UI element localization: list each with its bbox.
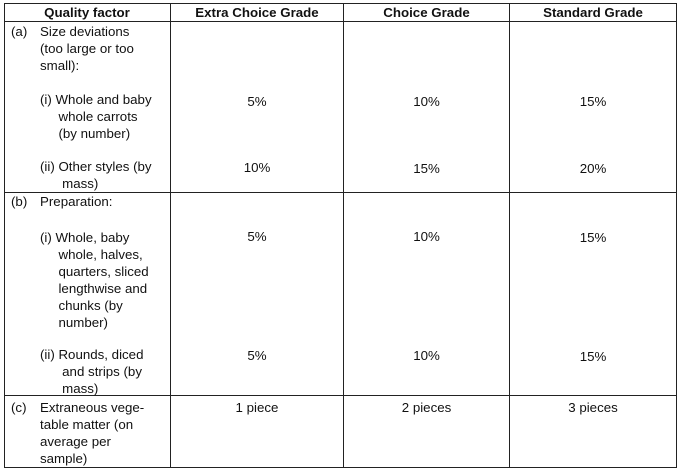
header-divider	[4, 21, 677, 22]
row-a-ii-standard: 20%	[579, 161, 607, 176]
col-divider-2	[343, 3, 344, 468]
row-b-ii-description: (ii) Rounds, diced and strips (by mass)	[40, 347, 144, 396]
row-b-ii-standard: 15%	[579, 349, 607, 364]
row-b-ii-choice: 10%	[413, 348, 440, 363]
table-border-top	[4, 3, 677, 4]
row-b-label: (b)	[11, 194, 28, 209]
header-extra-choice-grade: Extra Choice Grade	[195, 5, 319, 20]
row-a-ii-choice: 15%	[413, 161, 440, 176]
col-divider-3	[509, 3, 510, 468]
row-c-label: (c)	[11, 400, 27, 415]
row-a-label: (a)	[11, 24, 28, 39]
row-a-description: Size deviations (too large or too small)…	[40, 24, 134, 73]
row-divider-a-b	[4, 192, 677, 193]
row-b-i-choice: 10%	[413, 229, 440, 244]
quality-table: Quality factor Extra Choice Grade Choice…	[4, 3, 677, 468]
row-c-choice: 2 pieces	[401, 400, 452, 415]
table-border-right	[676, 3, 677, 468]
header-quality-factor: Quality factor	[44, 5, 130, 20]
row-a-i-extra: 5%	[247, 94, 267, 109]
header-choice-grade: Choice Grade	[383, 5, 470, 20]
row-a-i-choice: 10%	[413, 94, 440, 109]
row-b-i-standard: 15%	[579, 230, 607, 245]
row-b-description: Preparation:	[40, 194, 113, 209]
row-a-i-description: (i) Whole and baby whole carrots (by num…	[40, 92, 152, 141]
row-c-description: Extraneous vege- table matter (on averag…	[40, 400, 145, 466]
row-a-ii-description: (ii) Other styles (by mass)	[40, 159, 152, 191]
row-a-i-standard: 15%	[579, 94, 607, 109]
row-b-i-description: (i) Whole, baby whole, halves, quarters,…	[40, 230, 149, 330]
row-c-standard: 3 pieces	[568, 400, 618, 415]
row-divider-b-c	[4, 395, 677, 396]
row-a-ii-extra: 10%	[243, 160, 271, 175]
row-b-i-extra: 5%	[247, 229, 267, 244]
row-c-extra: 1 piece	[235, 400, 279, 415]
row-b-ii-extra: 5%	[247, 348, 267, 363]
table-border-left	[4, 3, 5, 468]
table-border-bottom	[4, 467, 677, 468]
col-divider-1	[170, 3, 171, 468]
header-standard-grade: Standard Grade	[543, 5, 643, 20]
